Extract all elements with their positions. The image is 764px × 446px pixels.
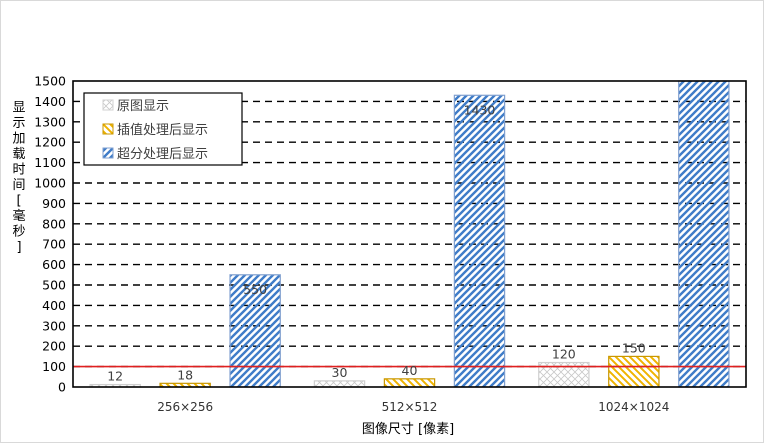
legend-swatch [102, 147, 114, 159]
legend-label: 原图显示 [117, 99, 169, 114]
x-tick-label: 256×256 [157, 400, 213, 414]
data-label: 150 [622, 340, 646, 355]
legend-swatch [102, 99, 114, 111]
y-tick-label: 300 [42, 318, 66, 333]
bars [89, 80, 730, 388]
y-tick-label: 1500 [34, 74, 66, 89]
bar [229, 274, 281, 388]
data-label: 40 [402, 363, 418, 378]
axes: 0 100 200 300 400 500 600 700 800 900 1000 1100 1200… [34, 74, 747, 414]
x-tick-label: 1024×1024 [598, 400, 669, 414]
data-label: 1430 [464, 102, 496, 117]
y-tick-label: 500 [42, 278, 66, 293]
bar [313, 380, 366, 388]
bar [453, 94, 506, 388]
y-tick-label: 400 [42, 298, 66, 313]
y-tick-label: 1400 [34, 94, 66, 109]
data-label: 12 [107, 369, 123, 384]
data-label: 550 [243, 282, 267, 297]
bar [608, 355, 660, 388]
y-tick-label: 600 [42, 257, 66, 272]
y-tick-label: 1100 [34, 155, 66, 170]
y-axis-title: 显示加载时间[毫秒] [12, 100, 25, 255]
plot-frame [72, 80, 747, 388]
bar [678, 80, 730, 388]
y-tick-label: 100 [42, 359, 66, 374]
x-tick-label: 512×512 [382, 400, 438, 414]
gridlines [73, 100, 746, 368]
y-tick-label: 1000 [34, 176, 66, 191]
legend-swatch [102, 123, 114, 135]
x-axis-title: 图像尺寸 [像素] [362, 422, 454, 437]
bar [383, 378, 436, 388]
data-label: 120 [552, 347, 576, 362]
y-tick-label: 900 [42, 196, 66, 211]
y-tick-label: 700 [42, 237, 66, 252]
y-tick-label: 1300 [34, 114, 66, 129]
legend-label: 插值处理后显示 [117, 122, 208, 138]
data-label: 18 [177, 367, 193, 382]
y-tick-label: 800 [42, 216, 66, 231]
legend-label: 超分处理后显示 [117, 147, 208, 162]
y-tick-label: 200 [42, 339, 66, 354]
y-tick-label: 0 [58, 380, 66, 395]
data-labels: 12 18 550 30 40 1430 120 150 [107, 102, 646, 383]
y-tick-label: 1200 [34, 135, 66, 150]
data-label: 30 [332, 365, 348, 380]
